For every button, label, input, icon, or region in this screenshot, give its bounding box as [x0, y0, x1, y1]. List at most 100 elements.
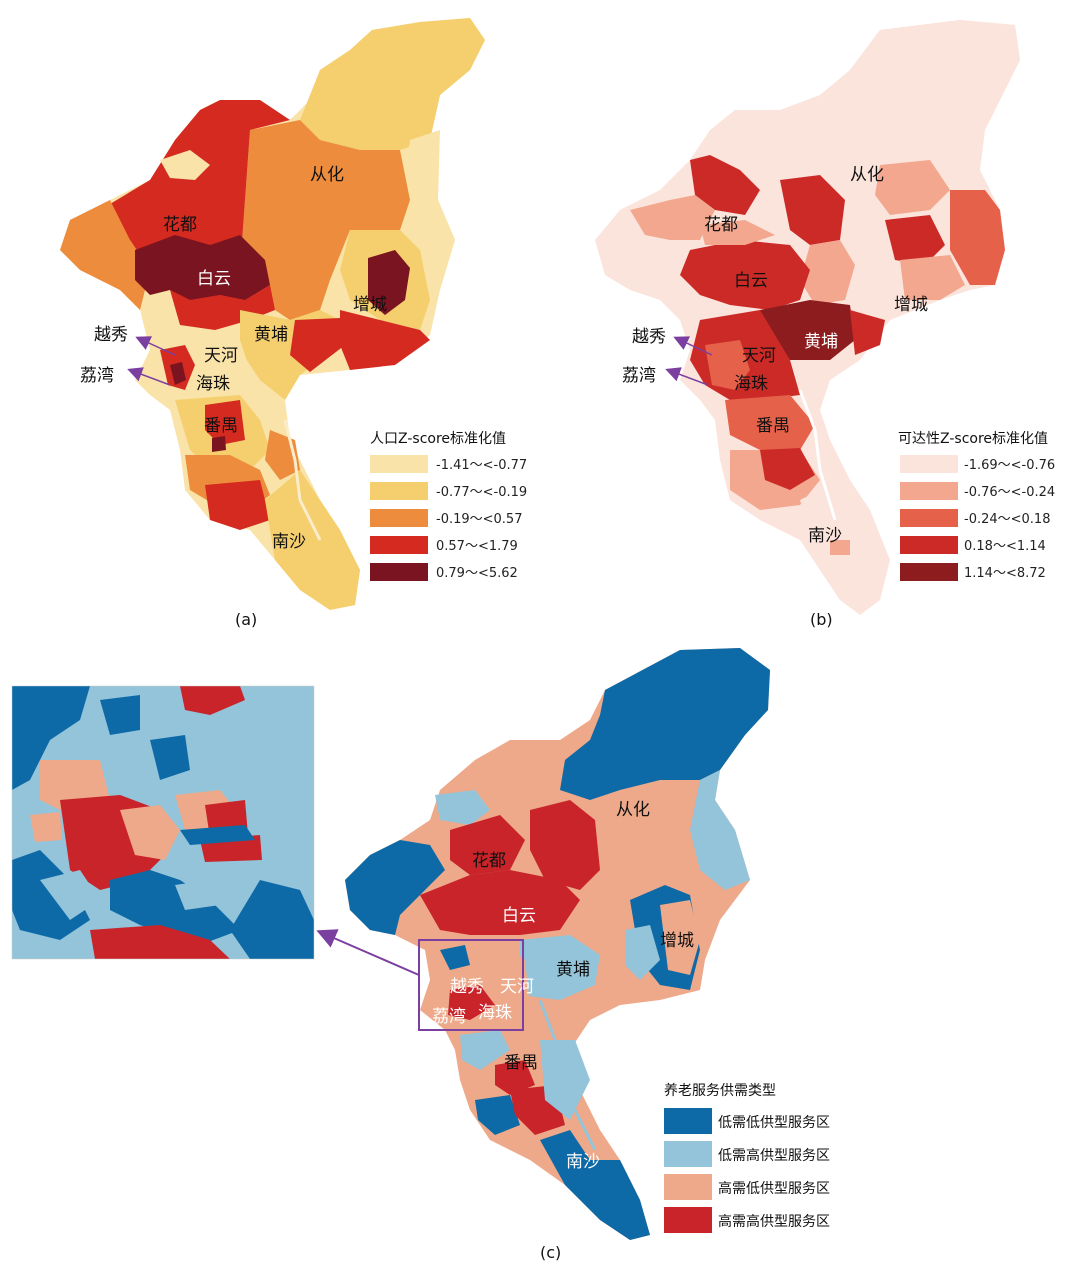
region-a-panyu-dark [212, 436, 226, 452]
label-c-haizhu: 海珠 [478, 1003, 512, 1023]
legend-c-label-2: 低需高供型服务区 [718, 1147, 830, 1164]
arrow-b-yuexiu [673, 336, 713, 356]
legend-a-title: 人口Z-score标准化值 [370, 431, 506, 447]
legend-b-swatch-1 [900, 455, 958, 473]
label-c-tianhe: 天河 [500, 977, 534, 997]
region-c-zengcheng-salmon [660, 900, 700, 975]
legend-c-swatch-2 [664, 1141, 712, 1167]
label-b-tianhe: 天河 [742, 346, 776, 366]
region-a-huadu-north [160, 150, 210, 180]
legend-b-swatch-3 [900, 509, 958, 527]
label-b-panyu: 番禺 [756, 416, 790, 436]
region-c-west-dark [345, 840, 445, 935]
region-b-nansha-dot [830, 540, 850, 555]
region-b-huangpu-dark [760, 300, 855, 360]
inset-highlight-box [418, 939, 524, 1031]
region-b-huadu-2 [630, 195, 715, 240]
region-a-orange-center [240, 120, 410, 320]
legend-a-label-5: 0.79～<5.62 [436, 566, 518, 581]
legend-a-swatch-1 [370, 455, 428, 473]
label-c-conghua: 从化 [616, 800, 650, 820]
legend-b: -1.69～<-0.76 -0.76～<-0.24 -0.24～<0.18 0.… [900, 455, 1055, 581]
map-panel-b [595, 20, 1020, 615]
region-b-baiyun [680, 240, 810, 310]
legend-b-label-2: -0.76～<-0.24 [964, 485, 1055, 500]
legend-b-title: 可达性Z-score标准化值 [898, 431, 1048, 447]
label-a-huadu: 花都 [163, 215, 197, 235]
arrow-b-liwan [665, 367, 709, 386]
label-c-baiyun: 白云 [502, 906, 536, 926]
inset-salmon-2 [120, 805, 180, 860]
inset-blue-2 [100, 695, 140, 735]
legend-b-label-5: 1.14～<8.72 [964, 566, 1046, 581]
label-a-conghua: 从化 [310, 165, 344, 185]
region-c-conghua-light [690, 770, 750, 890]
caption-a: (a) [235, 610, 257, 629]
label-c-yuexiu: 越秀 [450, 977, 484, 997]
label-b-nansha: 南沙 [808, 526, 842, 546]
region-a-south-red [205, 480, 270, 530]
label-a-nansha: 南沙 [272, 532, 306, 552]
legend-a-swatch-5 [370, 563, 428, 581]
region-b-north-2 [800, 240, 855, 305]
region-b-east-2 [885, 215, 945, 265]
label-b-huadu: 花都 [704, 215, 738, 235]
region-b-huadu [690, 155, 760, 215]
region-b-center-2 [705, 340, 750, 390]
legend-c-title: 养老服务供需类型 [664, 1083, 776, 1099]
label-b-zengcheng: 增城 [894, 295, 928, 315]
legend-a-label-2: -0.77～<-0.19 [436, 485, 527, 500]
region-b-huangpu-red [850, 310, 885, 355]
region-c-north-red [530, 800, 600, 890]
legend-b-swatch-2 [900, 482, 958, 500]
region-c-nansha [540, 1130, 650, 1240]
legend-b-label-4: 0.18～<1.14 [964, 539, 1046, 554]
region-c-west-light [435, 790, 490, 825]
region-a-river [283, 419, 322, 541]
region-a-center-dark [170, 362, 186, 385]
label-b-baiyun: 白云 [734, 271, 768, 291]
region-c-panyu-red [495, 1060, 535, 1095]
region-a-conghua-east [400, 130, 455, 270]
label-b-conghua: 从化 [850, 165, 884, 185]
region-a-huangpu-red [290, 318, 345, 372]
region-c-huangpu [520, 935, 600, 1000]
region-c-center-blue [440, 945, 470, 970]
legend-b-swatch-4 [900, 536, 958, 554]
map-panel-c [345, 648, 770, 1240]
inset-light-small [175, 880, 220, 910]
label-c-nansha: 南沙 [566, 1152, 600, 1172]
region-b-conghua [830, 20, 1020, 150]
inset-red-top [180, 686, 245, 715]
region-c-baiyun [420, 870, 580, 935]
map-panel-a [60, 18, 485, 610]
legend-a: -1.41～<-0.77 -0.77～<-0.19 -0.19～<0.57 0.… [370, 455, 527, 581]
legend-c-label-3: 高需低供型服务区 [718, 1180, 830, 1197]
legend-b-label-3: -0.24～<0.18 [964, 512, 1050, 527]
region-c-river [538, 999, 597, 1151]
region-b-baiyun-2 [700, 220, 775, 245]
legend-b-label-1: -1.69～<-0.76 [964, 458, 1055, 473]
arrow-a-yuexiu [135, 336, 176, 356]
label-b-haizhu: 海珠 [734, 374, 768, 394]
arrow-a-liwan [127, 367, 171, 386]
region-a-zengcheng-red [340, 310, 430, 370]
legend-c: 低需低供型服务区 低需高供型服务区 高需低供型服务区 高需高供型服务区 [664, 1108, 830, 1233]
label-c-huadu: 花都 [472, 851, 506, 871]
legend-a-label-1: -1.41～<-0.77 [436, 458, 527, 473]
inset-salmon-4 [30, 812, 62, 842]
label-a-panyu: 番禺 [204, 416, 238, 436]
label-c-liwan: 荔湾 [432, 1007, 466, 1027]
inset-blue-3 [150, 735, 190, 780]
region-c-panyu-light [460, 1030, 510, 1070]
region-a-zengcheng-dark [368, 250, 410, 315]
label-c-panyu: 番禺 [504, 1053, 538, 1073]
region-c-center-red [448, 985, 495, 1020]
inset-blue-1 [12, 686, 90, 790]
region-c-huadu-red [450, 815, 525, 875]
caption-c: (c) [540, 1243, 561, 1262]
region-b-panyu [725, 395, 815, 450]
label-b-yuexiu: 越秀 [632, 327, 666, 347]
region-c-south-blue [475, 1095, 520, 1135]
legend-c-swatch-3 [664, 1174, 712, 1200]
